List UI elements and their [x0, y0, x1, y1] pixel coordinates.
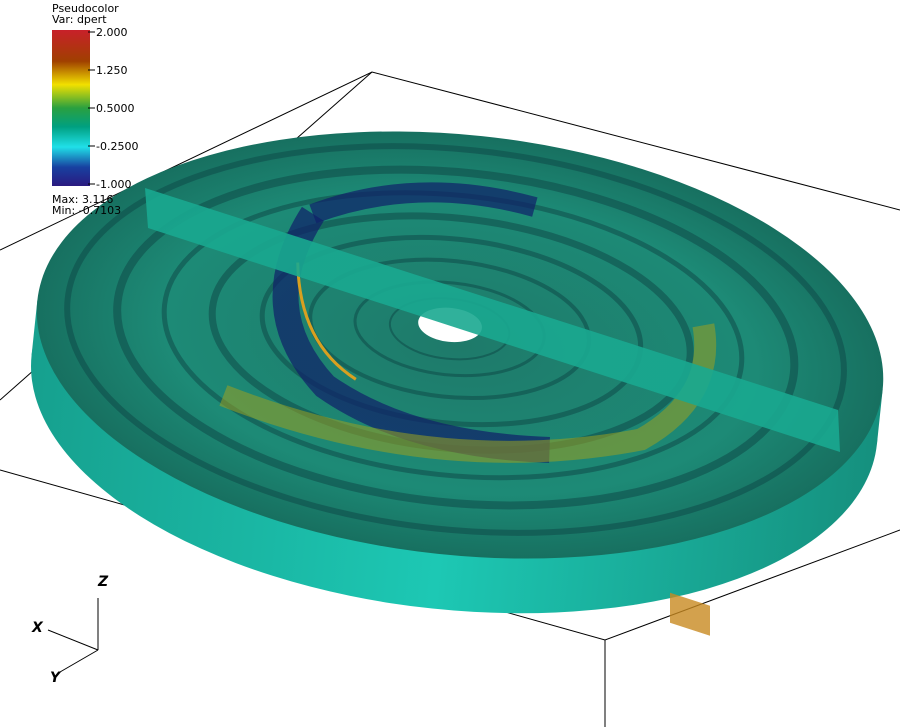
axis-x: X	[31, 620, 44, 636]
disk	[31, 131, 884, 614]
legend-max: Max: 3.116	[52, 193, 113, 206]
legend-variable: Var: dpert	[52, 13, 107, 26]
legend-title: Pseudocolor	[52, 2, 119, 15]
cut-plane	[145, 188, 840, 452]
axis-triad	[47, 598, 99, 673]
color-bar	[52, 30, 90, 186]
axis-y: Y	[50, 670, 62, 686]
legend-tick-label: 0.5000	[96, 102, 135, 115]
legend-tick-label: -1.000	[96, 178, 131, 191]
cut-highlight	[670, 592, 710, 636]
legend: Pseudocolor Var: dpert 2.000 1.250 0.5000 -…	[52, 2, 138, 217]
legend-tick-label: 2.000	[96, 26, 128, 39]
legend-tick-label: 1.250	[96, 64, 128, 77]
axis-z: Z	[97, 574, 109, 590]
legend-min: Min: -0.7103	[52, 204, 121, 217]
legend-tick-label: -0.2500	[96, 140, 138, 153]
